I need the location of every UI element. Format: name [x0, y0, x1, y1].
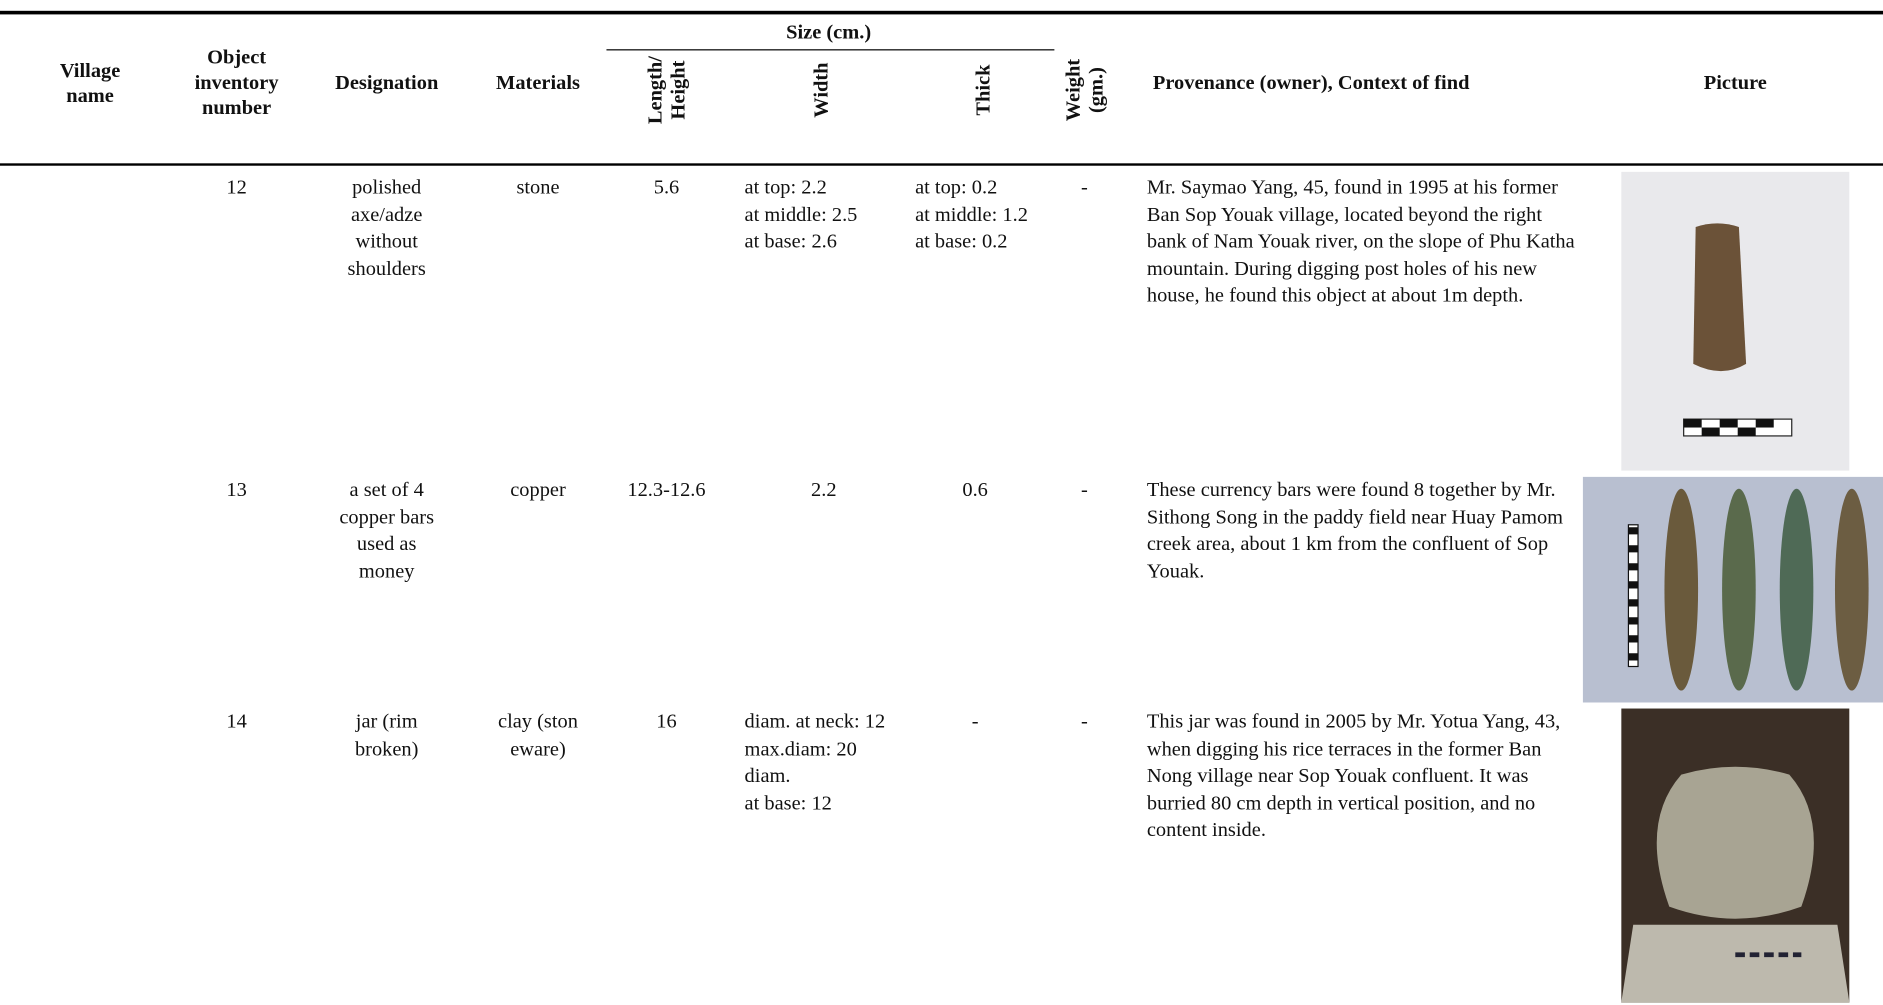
- column-header: Width: [808, 62, 832, 118]
- cell-line: max.diam: 20 diam.: [744, 736, 857, 787]
- cell-number: 12: [226, 175, 247, 199]
- cell-number: 13: [226, 477, 247, 501]
- cell-line: at base: 12: [744, 790, 832, 814]
- cell-provenance: These currency bars were found 8 togethe…: [1146, 477, 1564, 582]
- cell-designation: polished axe/adze without shoulders: [347, 175, 426, 280]
- cell-width: at top: 2.2 at middle: 2.5 at base: 2.6: [745, 174, 904, 255]
- cell-line: at middle: 2.5: [744, 202, 858, 226]
- cell-line: at base: 2.6: [744, 229, 837, 253]
- cell-line: diam. at neck: 12: [744, 709, 886, 733]
- column-header: Weight (gm.): [1061, 58, 1108, 122]
- cell-line: at middle: 1.2: [915, 202, 1028, 226]
- group-header: Size (cm.): [786, 20, 872, 44]
- cell-designation: a set of 4 copper bars used as money: [339, 477, 435, 582]
- column-header: Provenance (owner), Context of find: [1152, 70, 1470, 94]
- cell-line: at top: 2.2: [744, 175, 827, 199]
- cell-weight: -: [1080, 709, 1088, 733]
- cell-provenance: Mr. Saymao Yang, 45, found in 1995 at hi…: [1146, 175, 1575, 307]
- picture-bars: [1582, 476, 1883, 703]
- picture-jar: [1621, 708, 1850, 1003]
- column-header: Materials: [496, 70, 580, 94]
- cell-line: at base: 0.2: [915, 229, 1008, 253]
- cell-weight: -: [1080, 477, 1088, 501]
- cell-line: at top: 0.2: [915, 175, 998, 199]
- cell-thick: -: [915, 709, 1035, 736]
- cell-number: 14: [226, 709, 247, 733]
- cell-thick: at top: 0.2 at middle: 1.2 at base: 0.2: [915, 174, 1035, 255]
- group-rule: [606, 49, 1055, 51]
- cell-length: 5.6: [653, 175, 680, 199]
- cell-line: 0.6: [962, 477, 988, 501]
- column-header: Picture: [1703, 70, 1767, 94]
- cell-line: 2.2: [811, 477, 837, 501]
- column-header: Thick: [970, 64, 994, 116]
- header-rule: [0, 163, 1883, 166]
- cell-designation: jar (rim broken): [354, 709, 419, 760]
- cell-materials: clay (stoneware): [498, 709, 578, 760]
- top-rule: [0, 10, 1883, 15]
- cell-provenance: This jar was found in 2005 by Mr. Yotua …: [1146, 709, 1561, 841]
- cell-materials: stone: [516, 175, 560, 199]
- picture-axe: [1621, 171, 1850, 471]
- column-header: Length/ Height: [643, 56, 690, 125]
- column-header: Village name: [59, 58, 121, 107]
- cell-thick: 0.6: [915, 477, 1035, 504]
- cell-length: 16: [656, 709, 677, 733]
- column-header: Designation: [335, 70, 439, 94]
- cell-width: diam. at neck: 12 max.diam: 20 diam. at ba…: [745, 709, 904, 817]
- cell-width: 2.2: [745, 477, 904, 504]
- column-header: Object inventory number: [194, 45, 279, 119]
- cell-line: -: [971, 709, 979, 733]
- cell-materials: copper: [510, 477, 566, 501]
- cell-weight: -: [1080, 175, 1088, 199]
- cell-length: 12.3-12.6: [627, 477, 706, 501]
